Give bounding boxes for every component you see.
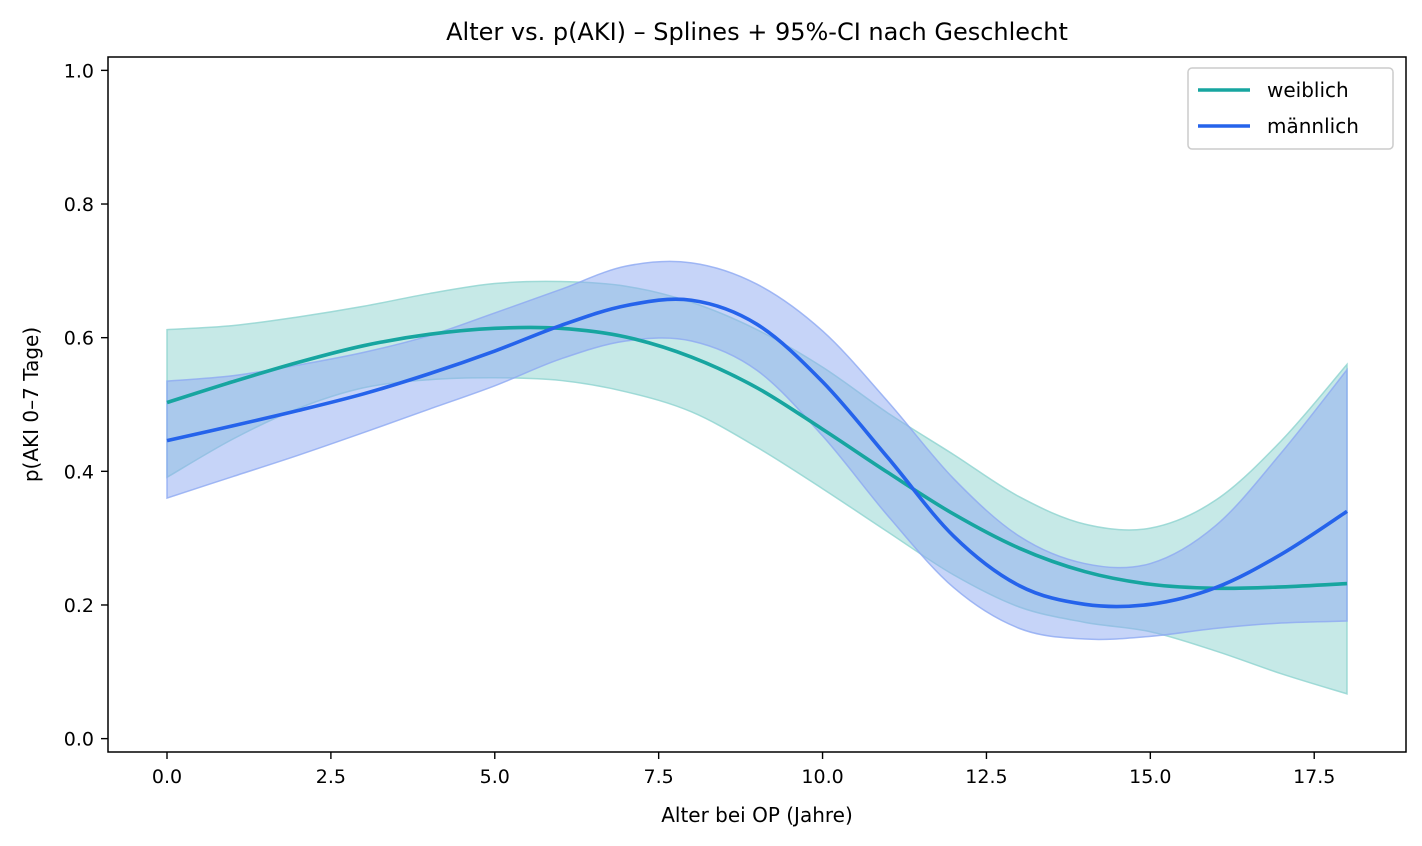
y-tick-label: 0.8: [64, 194, 94, 216]
plot-frame: [107, 56, 1407, 753]
legend: weiblich männlich: [1187, 67, 1394, 150]
y-tick-label: 0.6: [64, 328, 94, 350]
x-tick-label: 2.5: [316, 766, 346, 788]
x-axis: 0.0 2.5 5.0 7.5 10.0 12.5 15.0 17.5: [152, 752, 1335, 788]
series-lines-group: [166, 297, 1348, 609]
y-tick-label: 0.4: [64, 461, 94, 483]
ci-band-maennlich: [166, 260, 1348, 641]
chart-title: Alter vs. p(AKI) – Splines + 95%-CI nach…: [446, 18, 1068, 46]
x-tick-label: 7.5: [644, 766, 674, 788]
x-tick-label: 5.0: [480, 766, 510, 788]
y-tick-label: 1.0: [64, 60, 94, 82]
legend-label-weiblich: weiblich: [1267, 78, 1349, 102]
legend-label-maennlich: männlich: [1267, 114, 1359, 138]
y-tick-label: 0.2: [64, 595, 94, 617]
x-tick-label: 12.5: [965, 766, 1007, 788]
x-tick-label: 17.5: [1293, 766, 1335, 788]
series-line-maennlich: [166, 297, 1348, 609]
series-line-weiblich: [166, 325, 1348, 591]
y-axis: 0.0 0.2 0.4 0.6 0.8 1.0: [64, 60, 108, 751]
x-tick-label: 15.0: [1129, 766, 1171, 788]
x-tick-label: 0.0: [152, 766, 182, 788]
y-axis-label: p(AKI 0–7 Tage): [19, 327, 43, 482]
x-axis-label: Alter bei OP (Jahre): [661, 803, 853, 827]
y-tick-label: 0.0: [64, 729, 94, 751]
ci-bands-group: [166, 260, 1348, 695]
x-tick-label: 10.0: [801, 766, 843, 788]
